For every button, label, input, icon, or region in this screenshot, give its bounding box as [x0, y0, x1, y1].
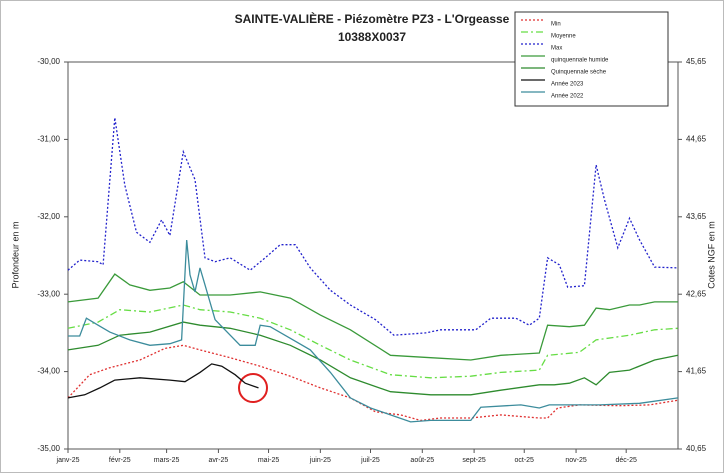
legend-box: [514, 11, 669, 107]
chart-title: SAINTE-VALIÈRE - Piézomètre PZ3 - L'Orge…: [235, 11, 510, 26]
x-tick-label: oct-25: [515, 457, 535, 464]
legend-label: Min: [551, 22, 561, 28]
legend-label: Année 2022: [551, 94, 584, 100]
y-axis-label: Profondeur en m: [10, 221, 20, 288]
y2-tick-label: 43,65: [686, 212, 707, 221]
legend-label: Max: [551, 46, 562, 52]
x-tick-label: déc-25: [615, 457, 637, 464]
y2-tick-label: 45,65: [686, 57, 707, 66]
y-tick-label: -35,00: [37, 444, 60, 453]
series-line: [67, 304, 679, 379]
y-tick-label: -34,00: [37, 367, 60, 376]
series-line: [67, 273, 678, 361]
legend-label: quinquennale humide: [551, 58, 609, 64]
x-tick-label: sept-25: [462, 457, 485, 464]
y2-tick-label: 42,65: [686, 289, 707, 298]
series-line: [67, 321, 679, 396]
legend-label: Quinquennale sèche: [551, 70, 607, 76]
plot-frame: [67, 61, 679, 450]
y-tick-label: -31,00: [37, 135, 60, 144]
y-tick-label: -30,00: [37, 57, 60, 66]
series-line: [67, 363, 259, 399]
x-tick-label: août-25: [410, 457, 434, 464]
x-tick-label: nov-25: [565, 457, 587, 464]
y-tick-label: -32,00: [37, 212, 60, 221]
x-tick-label: avr-25: [208, 457, 228, 464]
chart-subtitle: 10388X0037: [338, 30, 406, 44]
legend-label: Année 2023: [551, 82, 584, 88]
highlight-circle: [238, 373, 268, 403]
x-tick-label: janv-25: [56, 457, 80, 464]
y2-tick-label: 40,65: [686, 444, 707, 453]
y2-tick-label: 44,65: [686, 135, 707, 144]
y-tick-label: -33,00: [37, 289, 60, 298]
x-tick-label: mai-25: [258, 457, 280, 464]
legend-label: Moyenne: [551, 34, 576, 40]
x-tick-label: mars-25: [154, 457, 180, 464]
series-line: [68, 239, 679, 423]
x-tick-label: juin-25: [309, 457, 331, 464]
x-tick-label: févr-25: [109, 457, 131, 464]
y2-tick-label: 41,65: [686, 367, 707, 376]
y2-axis-label: Cotes NGF en m: [706, 221, 716, 289]
x-tick-label: juil-25: [360, 457, 380, 464]
